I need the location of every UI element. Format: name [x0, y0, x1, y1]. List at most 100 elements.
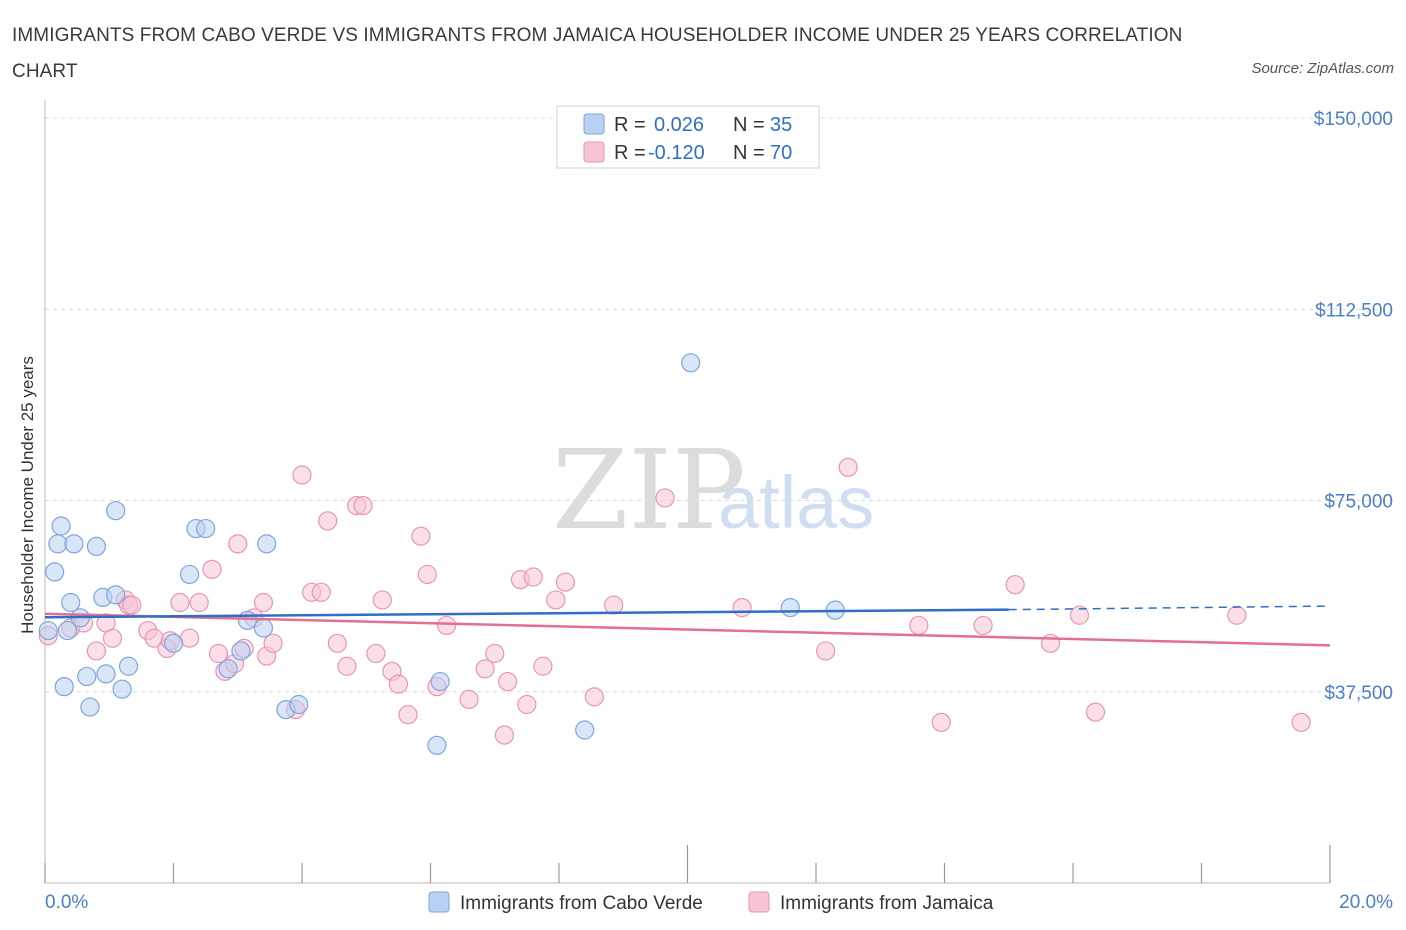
chart-title: IMMIGRANTS FROM CABO VERDE VS IMMIGRANTS…	[12, 25, 1183, 82]
cabo-verde-point-30	[430, 671, 450, 692]
jamaica-point-19	[228, 534, 248, 554]
cabo-verde-point-26	[257, 534, 277, 554]
jamaica-point-3	[86, 641, 107, 661]
jamaica-point-58	[816, 641, 836, 661]
cabo-verde-point-1	[45, 562, 65, 582]
series-jamaica-points	[38, 457, 1311, 745]
jamaica-point-54	[584, 687, 604, 707]
y-tick-label-2: $112,500	[1315, 300, 1393, 321]
jamaica-point-13	[179, 628, 200, 648]
axes	[44, 100, 1331, 884]
trend-line-jamaica	[44, 612, 1331, 647]
cabo-verde-point-0	[38, 620, 58, 641]
jamaica-point-57	[732, 597, 752, 618]
cabo-verde-point-25	[253, 618, 274, 638]
cabo-verde-point-24	[237, 610, 257, 630]
cabo-verde-point-28	[289, 694, 309, 715]
cabo-verde-point-32	[681, 353, 701, 373]
jamaica-point-37	[388, 674, 408, 694]
cabo-verde-point-33	[780, 597, 800, 618]
x-tick-labels: 0.0% 20.0%	[45, 892, 1393, 913]
cabo-verde-point-15	[112, 679, 132, 699]
watermark-zip: ZIP	[552, 426, 746, 554]
legend-swatch-pink	[583, 141, 605, 163]
correlation-legend: R = 0.026 N = 35 R = -0.120 N = 70	[556, 105, 820, 169]
cabo-verde-point-3	[51, 516, 71, 536]
grid-lines	[45, 117, 1395, 693]
jamaica-point-39	[411, 526, 431, 546]
jamaica-point-42	[436, 615, 457, 636]
y-tick-label-1: $75,000	[1324, 492, 1393, 513]
jamaica-point-62	[973, 615, 993, 636]
cabo-verde-point-17	[106, 585, 126, 605]
bottom-legend-swatch-blue	[428, 891, 450, 913]
cabo-verde-point-16	[118, 656, 139, 676]
legend-r-label-1: R =	[614, 114, 646, 136]
trend-line-cabo-verde-extension	[1008, 605, 1331, 611]
jamaica-point-50	[523, 567, 543, 587]
jamaica-point-33	[353, 496, 373, 516]
cabo-verde-point-29	[427, 735, 447, 755]
jamaica-point-45	[485, 643, 505, 664]
jamaica-point-55	[604, 595, 624, 615]
cabo-verde-point-10	[80, 697, 100, 717]
x-tick-label-1: 20.0%	[1339, 892, 1393, 913]
jamaica-point-14	[189, 592, 209, 613]
cabo-verde-point-7	[64, 534, 84, 554]
jamaica-point-52	[546, 590, 566, 610]
jamaica-point-5	[102, 628, 123, 648]
jamaica-point-34	[366, 643, 386, 664]
jamaica-point-60	[909, 615, 929, 636]
cabo-verde-point-2	[48, 534, 68, 554]
jamaica-point-15	[202, 559, 222, 579]
cabo-verde-point-11	[86, 536, 107, 557]
jamaica-point-31	[337, 656, 357, 676]
jamaica-point-29	[318, 511, 338, 531]
trend-line-cabo-verde	[44, 608, 1009, 619]
source-label: Source: ZipAtlas.com	[1251, 60, 1394, 77]
legend-n-label-2: N =	[733, 142, 765, 164]
series-cabo-verde-points	[38, 353, 845, 755]
cabo-verde-point-13	[96, 664, 116, 684]
legend-swatch-blue	[583, 113, 605, 135]
jamaica-point-66	[1085, 702, 1106, 722]
x-tick-label-0: 0.0%	[45, 892, 88, 913]
jamaica-point-16	[208, 643, 229, 664]
bottom-legend-label-cabo-verde: Immigrants from Cabo Verde	[460, 893, 703, 914]
cabo-verde-point-6	[61, 592, 81, 613]
legend-r-value-2: -0.120	[648, 142, 705, 164]
legend-n-label-1: N =	[733, 114, 765, 136]
jamaica-point-44	[475, 659, 495, 679]
jamaica-point-46	[494, 725, 514, 745]
cabo-verde-point-19	[179, 564, 200, 585]
jamaica-point-65	[1069, 605, 1090, 625]
jamaica-point-22	[253, 592, 274, 613]
legend-n-value-2: 70	[770, 142, 792, 164]
jamaica-point-47	[498, 671, 518, 692]
cabo-verde-point-31	[575, 720, 595, 740]
jamaica-point-51	[533, 656, 553, 676]
legend-n-value-1: 35	[770, 114, 792, 136]
cabo-verde-point-22	[218, 659, 238, 679]
jamaica-point-64	[1040, 633, 1061, 653]
cabo-verde-point-21	[196, 518, 216, 539]
cabo-verde-point-5	[57, 620, 78, 641]
cabo-verde-point-14	[106, 501, 126, 521]
legend-r-label-2: R =	[614, 142, 646, 164]
bottom-legend-swatch-pink	[748, 891, 770, 913]
jamaica-point-59	[838, 457, 858, 477]
cabo-verde-point-23	[231, 641, 251, 661]
y-axis-title: Householder Income Under 25 years	[18, 356, 37, 634]
jamaica-point-30	[327, 633, 347, 653]
jamaica-point-56	[655, 488, 675, 508]
bottom-legend-label-jamaica: Immigrants from Jamaica	[780, 893, 994, 914]
jamaica-point-43	[459, 689, 479, 710]
jamaica-point-40	[417, 564, 437, 585]
jamaica-point-28	[311, 582, 331, 602]
cabo-verde-point-9	[77, 666, 97, 687]
y-tick-labels: $37,500 $75,000 $112,500 $150,000	[1314, 109, 1393, 704]
cabo-verde-point-4	[54, 677, 74, 697]
legend-r-value-1: 0.026	[654, 114, 704, 136]
jamaica-point-35	[372, 590, 392, 610]
jamaica-point-68	[1291, 712, 1311, 732]
